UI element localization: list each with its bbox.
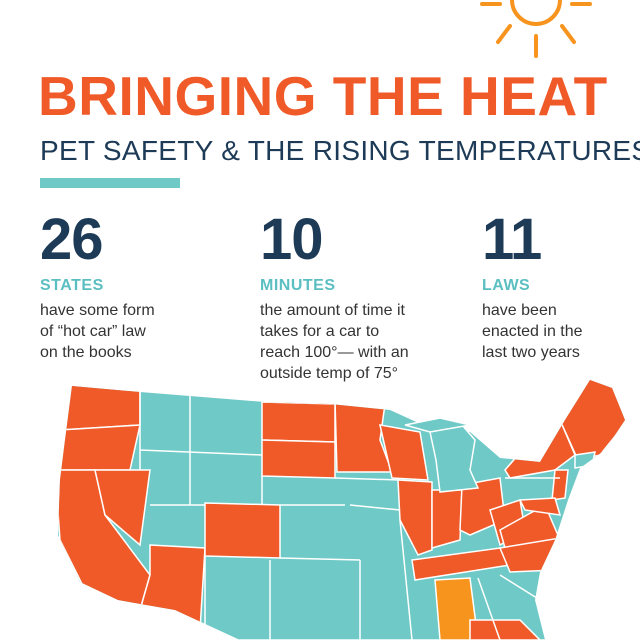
state-nevada bbox=[94, 469, 151, 547]
state-alabama bbox=[434, 577, 479, 640]
stat-states: 26 STATES have some form of “hot car” la… bbox=[40, 210, 240, 363]
us-hot-car-law-map bbox=[58, 380, 625, 640]
state-oregon bbox=[59, 424, 141, 471]
stat-number: 10 bbox=[260, 207, 324, 272]
desc-line: of “hot car” law bbox=[40, 323, 146, 340]
state-maryland bbox=[518, 497, 562, 516]
state-florida bbox=[469, 619, 542, 640]
state-washington bbox=[59, 380, 141, 431]
page-title: BRINGING THE HEAT bbox=[38, 65, 608, 127]
state-colorado bbox=[204, 502, 281, 559]
state-south-dakota bbox=[261, 439, 336, 479]
page-subtitle: PET SAFETY & THE RISING TEMPERATURES bbox=[40, 135, 640, 166]
state-new-jersey bbox=[551, 469, 569, 501]
state-illinois bbox=[397, 479, 433, 556]
stat-unit: LAWS bbox=[482, 277, 531, 294]
state-arizona bbox=[139, 544, 206, 631]
stat-description: the amount of time it takes for a car to… bbox=[260, 300, 460, 384]
stat-description: have some form of “hot car” law on the b… bbox=[40, 300, 240, 363]
state-north-dakota bbox=[261, 401, 336, 443]
stat-number: 11 bbox=[482, 207, 542, 272]
desc-line: on the books bbox=[40, 344, 132, 361]
state-connecticut bbox=[574, 451, 596, 469]
sun-icon bbox=[480, 0, 592, 58]
stat-description: have been enacted in the last two years bbox=[482, 300, 632, 363]
desc-line: the amount of time it bbox=[260, 302, 405, 319]
desc-line: last two years bbox=[482, 344, 580, 361]
stat-unit: MINUTES bbox=[260, 277, 336, 294]
state-indiana bbox=[431, 489, 463, 549]
desc-line: enacted in the bbox=[482, 323, 583, 340]
desc-line: have been bbox=[482, 302, 557, 319]
stat-unit: STATES bbox=[40, 277, 104, 294]
state-michigan-upper bbox=[404, 417, 471, 433]
desc-line: outside temp of 75° bbox=[260, 365, 399, 382]
title-divider bbox=[40, 178, 180, 188]
desc-line: takes for a car to bbox=[260, 323, 380, 340]
stat-number: 26 bbox=[40, 207, 104, 272]
state-michigan bbox=[429, 424, 480, 493]
stat-minutes: 10 MINUTES the amount of time it takes f… bbox=[260, 210, 460, 384]
desc-line: have some form bbox=[40, 302, 155, 319]
desc-line: reach 100°— with an bbox=[260, 344, 409, 361]
state-wisconsin bbox=[379, 424, 429, 481]
stat-laws: 11 LAWS have been enacted in the last tw… bbox=[482, 210, 632, 363]
